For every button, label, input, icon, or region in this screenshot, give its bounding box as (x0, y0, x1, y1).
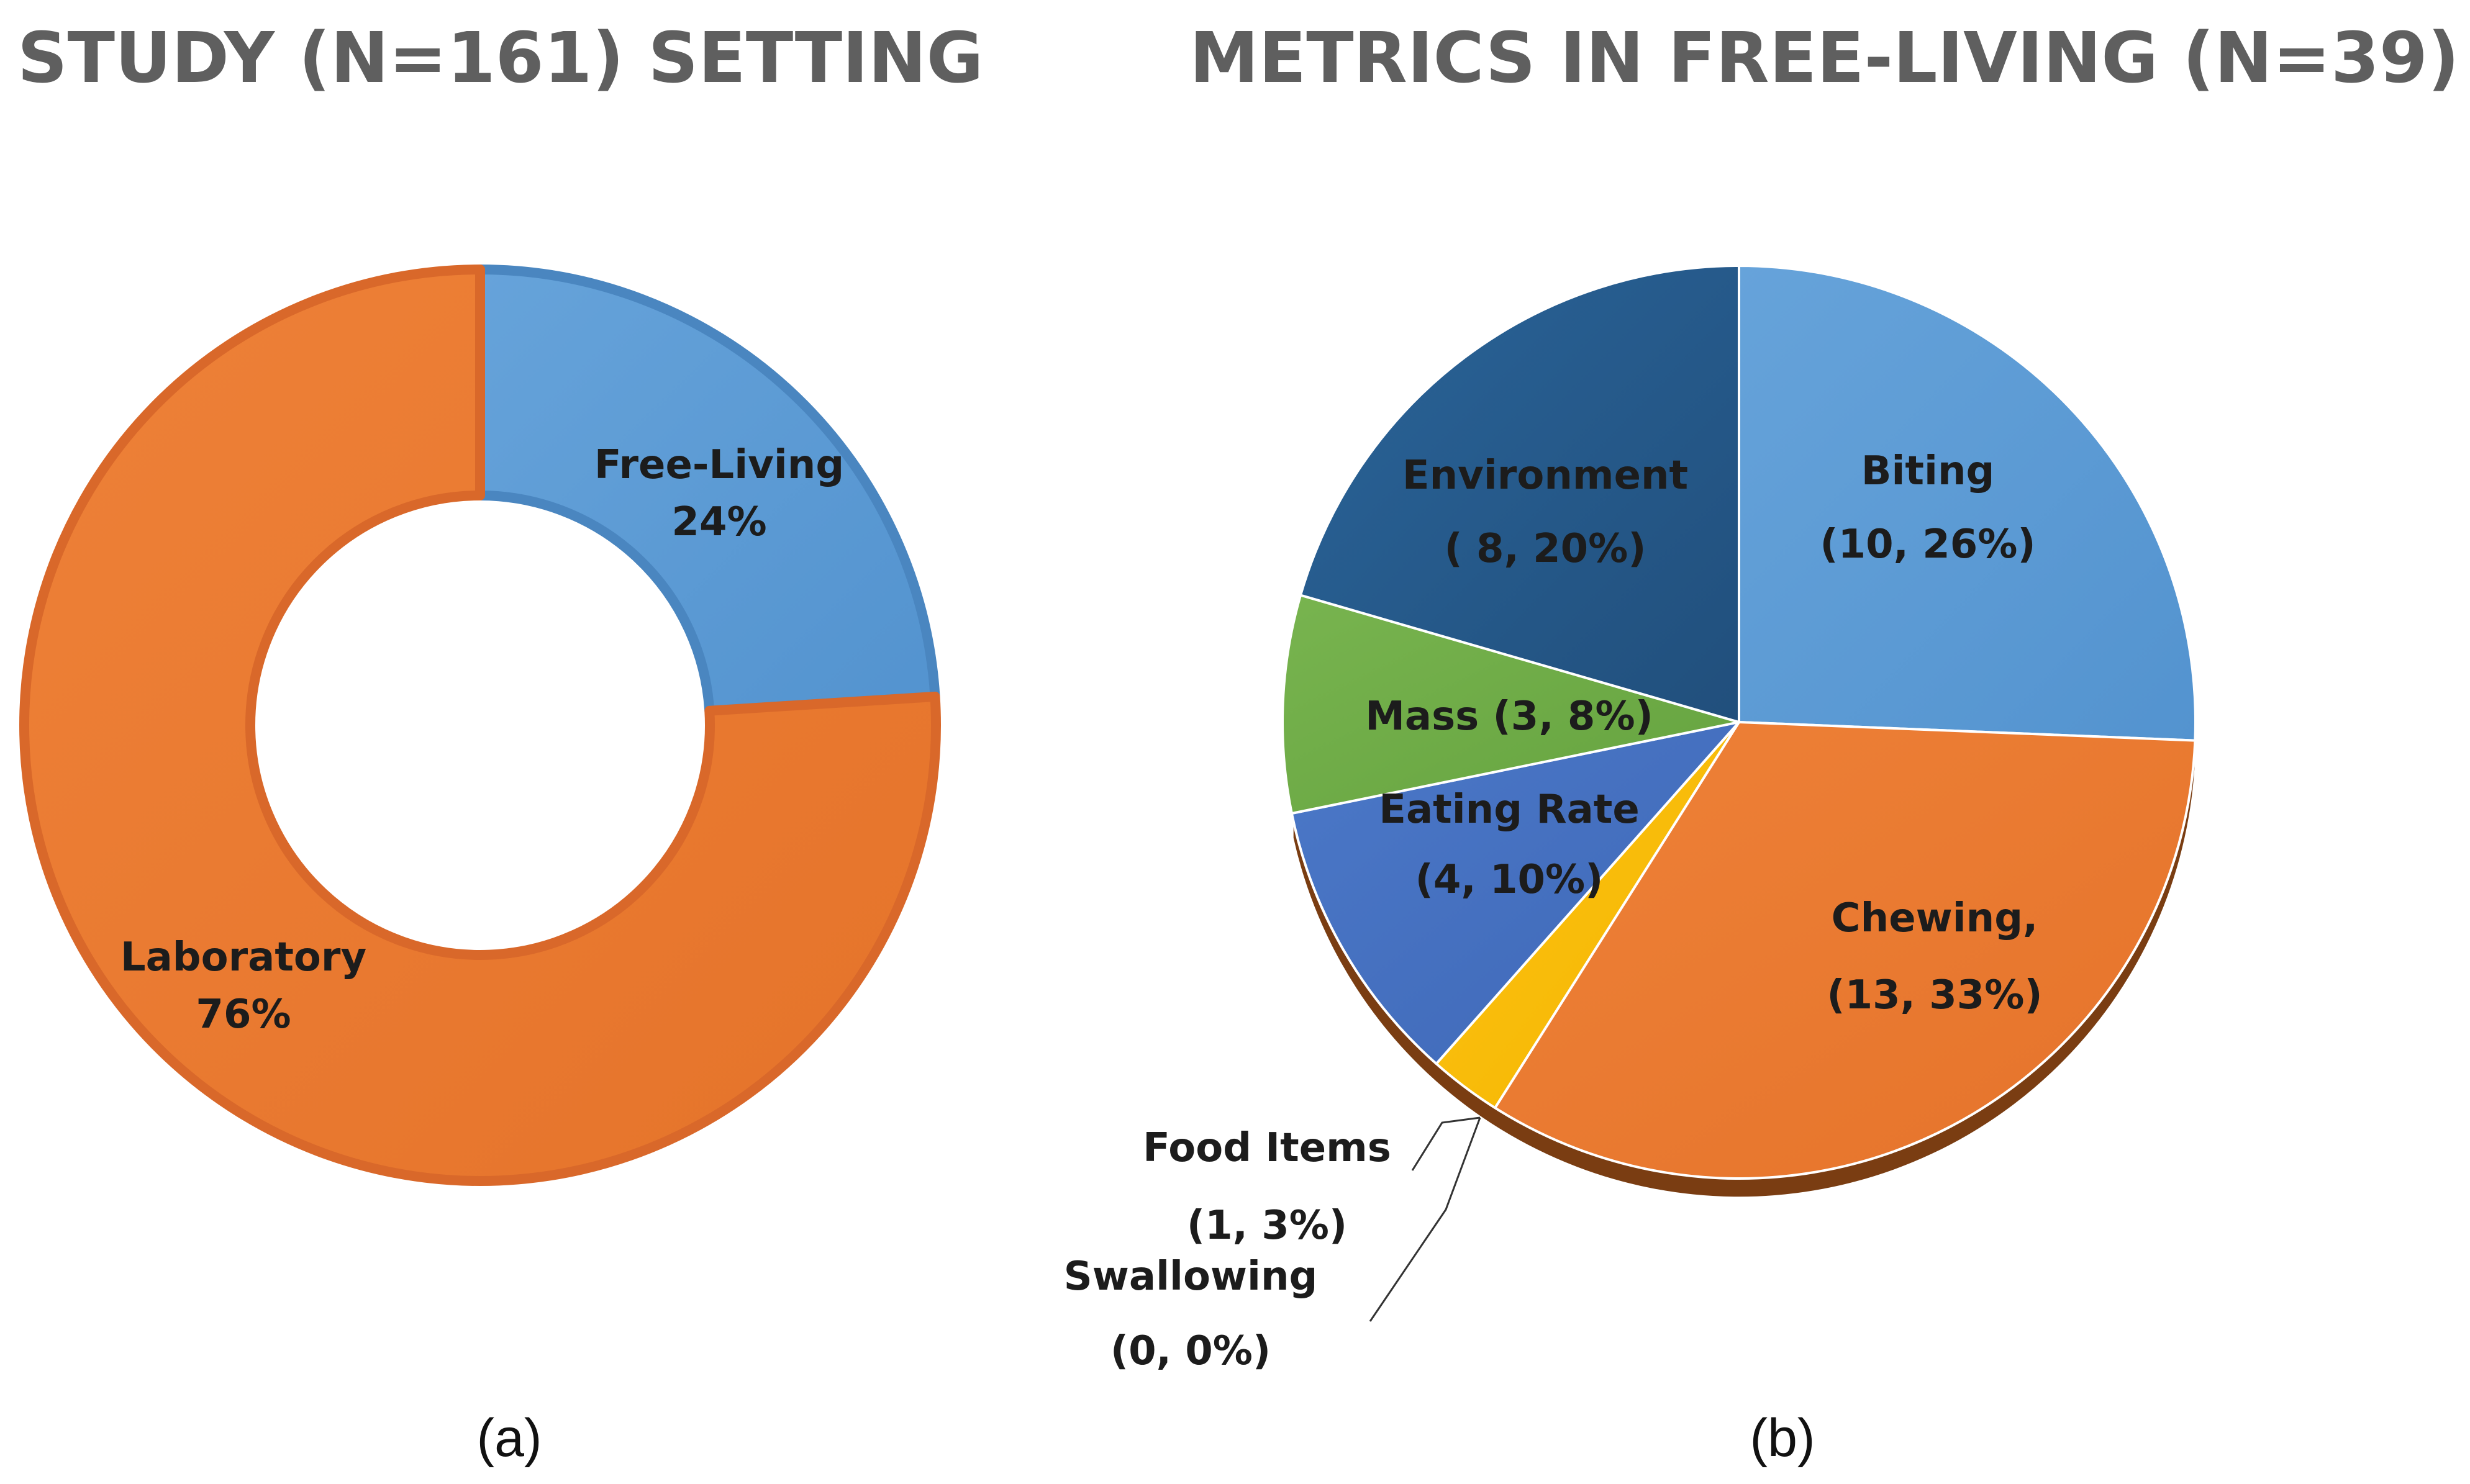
pie-label-chewing-line: (13, 33%) (1827, 972, 2042, 1018)
pie-label-eating-rate-line: (4, 10%) (1415, 857, 1604, 903)
pie-label-eating-rate: Eating Rate (4, 10%) (1379, 787, 1640, 903)
leader-line-swallowing (1369, 1117, 1481, 1322)
pie-chart: Biting (10, 26%) Chewing, (13, 33%) Swallowi… (1064, 265, 2197, 1374)
pie-slice-eating-rate (1290, 721, 1740, 1065)
pie-label-swallowing-line: (0, 0%) (1110, 1328, 1271, 1374)
pie-label-biting-line: Biting (1861, 448, 1995, 494)
leader-line-food-items (1411, 1116, 1481, 1171)
pie-label-swallowing-line: Swallowing (1064, 1254, 1318, 1300)
pie-slice-biting (1738, 265, 2197, 742)
pie-label-environment: Environment ( 8, 20%) (1402, 453, 1688, 572)
pie-label-mass-3-8: Mass (3, 8%) (1365, 694, 1653, 740)
panel-b-caption: (b) (1750, 1408, 1815, 1468)
donut-slice-laboratory (19, 265, 941, 1186)
panel-a-title: STUDY (N=161) SETTING (17, 18, 984, 99)
donut-label-laboratory-line: Laboratory (120, 934, 366, 980)
pie-label-biting-line: (10, 26%) (1820, 522, 2035, 568)
pie-label-biting: Biting (10, 26%) (1820, 448, 2035, 568)
pie-label-chewing-line: Chewing, (1832, 895, 2038, 941)
panel-a: STUDY (N=161) SETTING Free-Living 24% Labo… (17, 18, 984, 1468)
donut-slice-free-living (475, 265, 940, 716)
pie-label-food-items-line: Food Items (1143, 1125, 1391, 1171)
pie-slice-chewing (1494, 721, 2197, 1180)
pie-label-chewing: Chewing, (13, 33%) (1827, 895, 2042, 1018)
panel-b-title: METRICS IN FREE-LIVING (N=39) (1189, 18, 2459, 99)
pie-label-food-items: Food Items (1, 3%) (1143, 1125, 1391, 1249)
pie-label-environment-line: ( 8, 20%) (1444, 526, 1646, 572)
donut-label-free-living: Free-Living 24% (594, 442, 844, 545)
donut-label-laboratory-line: 76% (196, 992, 291, 1038)
pie-slice-mass-3-8 (1281, 594, 1740, 815)
pie-label-eating-rate-line: Eating Rate (1379, 787, 1640, 833)
donut-label-free-living-line: 24% (671, 499, 766, 545)
donut-label-laboratory: Laboratory 76% (120, 934, 366, 1038)
pie-slice-environment (1299, 265, 1740, 723)
panel-a-caption: (a) (476, 1408, 542, 1468)
donut-label-free-living-line: Free-Living (594, 442, 844, 488)
panel-b: METRICS IN FREE-LIVING (N=39) Biting (10,… (1064, 18, 2459, 1468)
pie-label-environment-line: Environment (1402, 453, 1688, 499)
pie-label-mass-3-8-line: Mass (3, 8%) (1365, 694, 1653, 740)
pie-label-food-items-line: (1, 3%) (1187, 1203, 1347, 1249)
pie-label-swallowing: Swallowing (0, 0%) (1064, 1254, 1318, 1374)
donut-chart: Free-Living 24% Laboratory 76% (19, 265, 941, 1186)
